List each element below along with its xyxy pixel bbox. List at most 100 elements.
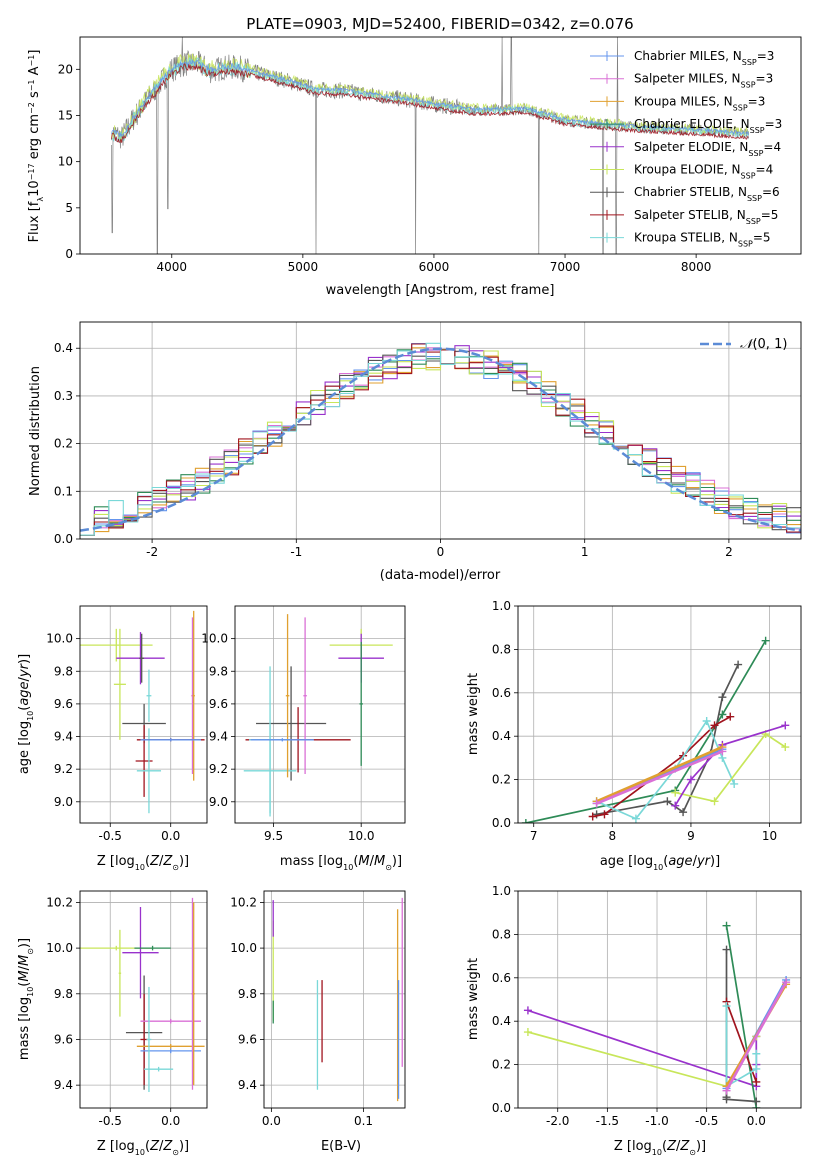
age-z-y-label: age [log10(age/yr)]: [17, 654, 35, 774]
axes-frame: [79, 605, 208, 824]
text-segment: Kroupa ELODIE, N: [634, 163, 741, 177]
text-segment: 10: [26, 711, 35, 721]
weight-series-line: [527, 1009, 758, 1088]
text-segment: λ: [36, 197, 45, 202]
text-segment: M: [17, 955, 32, 966]
legend-entry: Chabrier ELODIE, NSSP=3: [634, 117, 782, 135]
text-segment: /: [370, 854, 375, 869]
legend-entry: Chabrier MILES, NSSP=3: [634, 49, 774, 67]
text-segment: Salpeter STELIB, N: [634, 208, 746, 222]
error-bar-point: [134, 945, 171, 951]
text-segment: 10: [653, 863, 663, 872]
x-tick-label: 9: [687, 829, 695, 843]
plot-area: [111, 37, 749, 254]
axes-frame: [234, 605, 406, 824]
text-segment: ⊙: [172, 863, 179, 872]
plot-area: [235, 606, 405, 823]
error-bar-point: [140, 738, 201, 742]
weight-point-marker: [663, 797, 672, 806]
x-tick-label: 9.5: [264, 829, 283, 843]
text-segment: erg cm: [27, 114, 42, 163]
error-bar-point: [140, 1018, 201, 1024]
panel-residuals: -2 -1 0 1 2 0.0 0.1 0.2 0.3 0.4 𝒩(0, 1): [54, 321, 802, 559]
y-tick-label: 9.8: [238, 987, 257, 1001]
y-tick-label: 10.2: [46, 895, 73, 909]
text-segment: Z [log: [614, 1139, 652, 1154]
y-tick-label: 0.4: [492, 1014, 511, 1028]
legend-entry: Salpeter ELODIE, NSSP=4: [634, 140, 781, 158]
text-segment: Flux [f: [27, 201, 42, 242]
y-tick-label: 10.0: [46, 632, 73, 646]
text-segment: /: [676, 1139, 681, 1154]
panel-mass-vs-Z: -0.5 0.0 9.4 9.6 9.8 10.0 10.2: [46, 890, 208, 1128]
text-segment: Kroupa STELIB, N: [634, 231, 738, 245]
weight-point-marker: [702, 717, 711, 726]
text-segment: −1: [27, 55, 36, 67]
y-tick-label: 9.4: [209, 730, 228, 744]
text-segment: Kroupa MILES, N: [634, 94, 733, 108]
panel-weight-vs-Z: -2.0 -1.5 -1.0 -0.5 0.0 0.0 0.2 0.4 0.6 0.8 1.0: [492, 884, 802, 1128]
x-tick-label: 2: [725, 545, 733, 559]
error-bar-point: [192, 902, 195, 1086]
y-tick-label: 9.8: [209, 664, 228, 678]
text-segment: −2: [27, 102, 36, 114]
error-bar-point: [256, 666, 327, 781]
weight-z-x-label: Z [log10(Z/Z⊙)]: [614, 1139, 706, 1157]
x-tick-label: 7: [530, 829, 538, 843]
y-tick-label: 9.4: [54, 1078, 73, 1092]
text-segment: ⊙: [689, 1148, 696, 1157]
weight-series-line: [527, 1031, 758, 1088]
y-tick-label: 0.4: [492, 729, 511, 743]
x-tick-label: 0.0: [161, 1114, 180, 1128]
text-segment: =3: [765, 117, 783, 131]
mass-ebv-x-label: E(B-V): [321, 1139, 361, 1154]
text-segment: (: [145, 1139, 150, 1154]
weight-point-marker: [722, 1086, 731, 1095]
text-segment: (: [145, 854, 150, 869]
y-tick-label: 0.3: [54, 389, 73, 403]
x-tick-label: 0.0: [262, 1114, 281, 1128]
y-tick-label: 0.2: [492, 773, 511, 787]
error-bar-point: [146, 986, 152, 1093]
weight-point-marker: [718, 693, 727, 702]
weight-point-marker: [734, 660, 743, 669]
text-segment: )]: [710, 854, 720, 869]
text-segment: Z: [666, 1139, 677, 1154]
plot-area: [80, 891, 207, 1108]
y-tick-label: 0.0: [54, 532, 73, 546]
gaussian-curve: [80, 347, 801, 532]
panel-spectrum: 4000 5000 6000 7000 8000 0 5 10 15 20 Chabrier MIL…: [58, 36, 802, 274]
y-tick-label: 9.0: [209, 795, 228, 809]
text-segment: Salpeter ELODIE, N: [634, 140, 748, 154]
axes-frame: [79, 890, 208, 1109]
error-bar-point: [135, 725, 153, 797]
x-tick-label: -1.5: [596, 1114, 619, 1128]
age-z-x-label: Z [log10(Z/Z⊙)]: [97, 854, 189, 872]
x-tick-label: 4000: [156, 260, 187, 274]
x-tick-label: 10: [762, 829, 777, 843]
error-bar-point: [118, 929, 122, 1017]
y-tick-label: 5: [65, 201, 73, 215]
text-segment: =5: [753, 231, 771, 245]
text-segment: (: [17, 982, 32, 987]
x-tick-label: 1: [581, 545, 589, 559]
legend-entry: Kroupa ELODIE, NSSP=4: [634, 163, 773, 181]
text-segment: mass [log: [280, 854, 343, 869]
y-tick-label: 9.4: [238, 1078, 257, 1092]
y-tick-label: 0: [65, 247, 73, 261]
text-segment: =3: [748, 94, 766, 108]
text-segment: /: [159, 854, 164, 869]
error-bar-point: [146, 669, 152, 722]
weight-series-line: [725, 1006, 758, 1088]
text-segment: M: [374, 854, 385, 869]
weight-point-marker: [588, 812, 597, 821]
text-segment: (: [662, 1139, 667, 1154]
y-tick-label: 10: [58, 155, 73, 169]
weight-point-marker: [752, 1064, 761, 1073]
text-segment: 10: [135, 1148, 145, 1157]
weight-series-line: [525, 640, 767, 823]
text-segment: /: [17, 965, 32, 970]
weight-point-marker: [718, 710, 727, 719]
model-spectrum-line: [111, 59, 749, 138]
x-tick-label: 0: [437, 545, 445, 559]
